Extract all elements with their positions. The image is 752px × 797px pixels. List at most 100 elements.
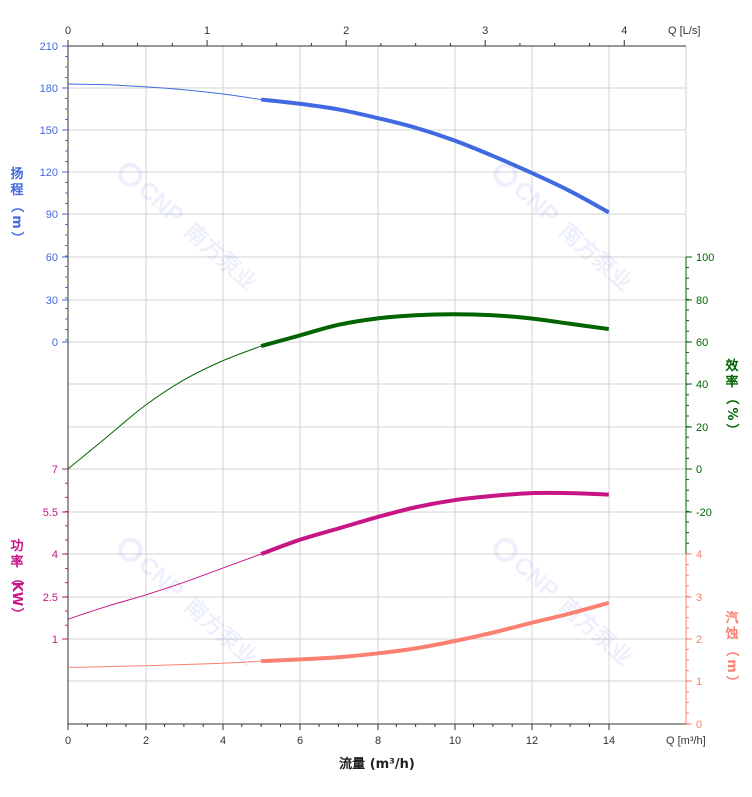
- efficiency-axis-label-char: ）: [724, 423, 740, 436]
- efficiency-tick-label: 20: [696, 422, 708, 434]
- npsh-point: [492, 632, 493, 633]
- npsh-tick-label: 2: [696, 634, 702, 646]
- power-tick-label: 1: [52, 634, 58, 646]
- efficiency-point: [145, 405, 146, 406]
- efficiency-point: [608, 329, 609, 330]
- efficiency-point: [570, 323, 571, 324]
- head-point: [415, 127, 416, 128]
- x-tick-label: 8: [375, 735, 381, 747]
- efficiency-point: [299, 335, 300, 336]
- power-point: [377, 517, 378, 518]
- efficiency-point: [106, 437, 107, 438]
- power-point: [492, 495, 493, 496]
- npsh-curve-operating: [261, 600, 610, 664]
- watermark-logo: [493, 537, 518, 562]
- head-point: [377, 117, 378, 118]
- power-tick-label: 2.5: [43, 592, 58, 604]
- npsh-axis-label-char: 汽: [725, 610, 738, 626]
- head-point: [531, 172, 532, 173]
- power-point: [570, 493, 571, 494]
- npsh-axis-label-char: 蚀: [724, 626, 738, 642]
- power-axis-label-char: ）: [9, 607, 25, 620]
- power-axis-label-char: KW: [9, 582, 24, 606]
- power-axis-label: 功率（KW）: [9, 539, 25, 621]
- power-point: [338, 528, 339, 529]
- watermark-logo: [118, 537, 143, 562]
- npsh-point: [261, 661, 262, 662]
- head-axis-label-char: m: [9, 215, 24, 229]
- npsh-point: [299, 659, 300, 660]
- power-point: [222, 568, 223, 569]
- head-axis-label: 扬程（ m ）: [9, 166, 25, 245]
- npsh-point: [68, 667, 69, 668]
- power-tick-label: 5.5: [43, 507, 58, 519]
- efficiency-tick-label: 100: [696, 252, 714, 264]
- efficiency-point: [183, 379, 184, 380]
- power-point: [415, 507, 416, 508]
- power-tick-label: 7: [52, 464, 58, 476]
- npsh-tick-label: 4: [696, 549, 702, 561]
- npsh-axis-label-char: m: [724, 659, 739, 673]
- head-point: [145, 86, 146, 87]
- efficiency-point: [454, 314, 455, 315]
- x-top-unit: Q [L/s]: [668, 25, 700, 37]
- efficiency-curve-operating: [260, 312, 610, 348]
- efficiency-point: [415, 315, 416, 316]
- efficiency-axis-label-char: （: [724, 391, 740, 404]
- efficiency-axis-label-char: 效: [725, 358, 739, 374]
- head-point: [68, 84, 69, 85]
- npsh-axis-label-char: ）: [724, 675, 740, 688]
- x-tick-label: 2: [143, 735, 149, 747]
- npsh-point: [338, 657, 339, 658]
- npsh-point: [377, 653, 378, 654]
- x-top-tick-label: 3: [482, 25, 488, 37]
- head-axis-label-char: 程: [10, 183, 23, 198]
- npsh-point: [145, 665, 146, 666]
- npsh-point: [222, 663, 223, 664]
- efficiency-axis-label-char: 率: [725, 374, 738, 390]
- efficiency-tick-label: -20: [696, 507, 712, 519]
- head-point: [608, 212, 609, 213]
- watermark-logo: [493, 162, 518, 187]
- head-point: [338, 109, 339, 110]
- head-tick-label: 180: [40, 83, 58, 95]
- head-point: [299, 103, 300, 104]
- head-tick-label: 90: [46, 209, 58, 221]
- npsh-point: [454, 641, 455, 642]
- head-point: [454, 140, 455, 141]
- efficiency-tick-label: 60: [696, 337, 708, 349]
- efficiency-axis-label: 效率（% ）: [724, 358, 740, 437]
- efficiency-tick-label: 40: [696, 379, 708, 391]
- power-point: [454, 500, 455, 501]
- npsh-point: [570, 613, 571, 614]
- head-point: [492, 155, 493, 156]
- npsh-point: [183, 664, 184, 665]
- head-tick-label: 210: [40, 41, 58, 53]
- npsh-curve-extended: [67, 660, 262, 668]
- npsh-point: [531, 622, 532, 623]
- head-point: [570, 191, 571, 192]
- x-bottom-unit: Q [m³/h]: [666, 735, 706, 747]
- npsh-axis-label-char: （: [724, 643, 740, 656]
- head-tick-label: 0: [52, 337, 58, 349]
- efficiency-point: [338, 324, 339, 325]
- x-top-tick-label: 1: [204, 25, 210, 37]
- power-point: [145, 595, 146, 596]
- x-tick-label: 10: [449, 735, 461, 747]
- watermark-logo: [118, 162, 143, 187]
- x-tick-label: 6: [297, 735, 303, 747]
- axes: 0 2 4 6 8 10 12 14 Q [m³/h]流量 (m³/h)0 1 2 3 4 Q [L/s]…: [40, 25, 715, 772]
- power-point: [261, 554, 262, 555]
- x-top-tick-label: 0: [65, 25, 71, 37]
- power-point: [299, 539, 300, 540]
- power-curve-operating: [260, 490, 609, 556]
- npsh-point: [608, 602, 609, 603]
- x-top-tick-label: 4: [621, 25, 627, 37]
- head-axis-label-char: （: [9, 199, 25, 212]
- power-axis-label-char: （: [9, 571, 25, 584]
- power-point: [106, 606, 107, 607]
- npsh-axis-label: 汽蚀（ m ）: [724, 610, 740, 689]
- efficiency-tick-label: 0: [696, 464, 702, 476]
- x-tick-label: 14: [603, 735, 615, 747]
